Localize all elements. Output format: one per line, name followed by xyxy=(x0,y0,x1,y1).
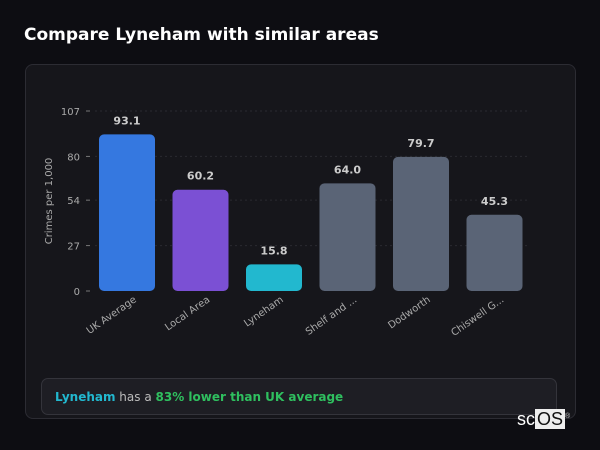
logo-text: sc xyxy=(517,409,535,429)
callout-area: Lyneham xyxy=(55,390,116,404)
y-tick-label: 27 xyxy=(67,242,80,253)
x-tick-label: Shelf and ... xyxy=(304,294,359,337)
comparison-callout: Lyneham has a 83% lower than UK average xyxy=(41,378,557,415)
page-title: Compare Lyneham with similar areas xyxy=(24,25,379,45)
bar-value-label: 60.2 xyxy=(187,170,214,183)
y-tick-label: 80 xyxy=(67,152,80,163)
y-tick-label: 54 xyxy=(67,196,80,207)
x-tick-label: Dodworth xyxy=(386,294,432,331)
bar xyxy=(466,214,523,291)
bar xyxy=(99,134,155,291)
logo-text-box: OS xyxy=(535,409,566,429)
y-tick-label: 0 xyxy=(74,287,80,298)
logo-mark: ® xyxy=(565,413,571,420)
x-tick-label: Chiswell G... xyxy=(449,294,506,338)
bar-value-label: 93.1 xyxy=(113,114,140,127)
bar-value-label: 45.3 xyxy=(481,195,508,208)
bar xyxy=(393,156,449,291)
bar xyxy=(172,189,229,291)
callout-comparison: 83% lower than UK average xyxy=(155,390,344,404)
bar-value-label: 15.8 xyxy=(260,244,287,257)
x-tick-label: Lyneham xyxy=(242,294,285,329)
bar-value-label: 64.0 xyxy=(334,163,361,176)
x-tick-label: UK Average xyxy=(85,294,139,336)
y-tick-label: 107 xyxy=(61,107,80,118)
scos-logo: sc OS ® xyxy=(517,409,570,430)
bar-value-label: 79.7 xyxy=(407,137,434,150)
callout-text: has a xyxy=(115,390,156,404)
bar xyxy=(319,183,376,291)
bar xyxy=(246,264,302,291)
x-tick-label: Local Area xyxy=(163,294,212,333)
y-axis-label: Crimes per 1,000 xyxy=(44,158,55,245)
